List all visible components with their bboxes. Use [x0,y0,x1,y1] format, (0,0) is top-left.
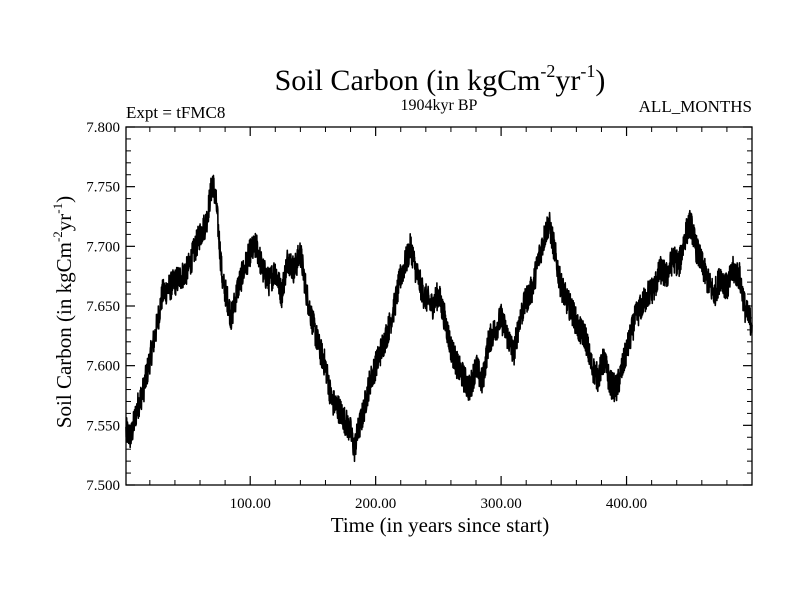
y-tick-label: 7.500 [86,478,120,494]
y-axis-label-sup2: -1 [50,203,65,214]
y-tick-label: 7.750 [86,180,120,196]
y-axis-label-mid: yr [52,214,76,232]
y-axis-label-end: ) [52,196,76,203]
chart-title-mid: yr [555,64,580,97]
chart-title-sup2: -1 [580,61,595,81]
y-tick-label: 7.700 [86,239,120,255]
x-tick-label: 300.00 [480,496,521,512]
x-tick-label: 400.00 [606,496,647,512]
x-tick-label: 200.00 [355,496,396,512]
chart-subtitle: 1904kyr BP [401,97,478,114]
chart-title-main: Soil Carbon (in kgCm [275,64,541,97]
y-tick-label: 7.800 [86,120,120,136]
chart-title-end: ) [595,64,605,97]
series-line [125,174,753,463]
y-axis: 7.500 7.550 7.600 7.650 7.700 7.750 7.800 [86,120,752,494]
y-axis-label-main: Soil Carbon (in kgCm [52,242,76,428]
experiment-label: Expt = tFMC8 [126,103,225,122]
y-tick-label: 7.600 [86,359,120,375]
chart-title: Soil Carbon (in kgCm-2yr-1) [275,61,606,97]
x-axis-label: Time (in years since start) [331,513,550,537]
y-tick-label: 7.550 [86,418,120,434]
y-tick-label: 7.650 [86,299,120,315]
y-axis-label-sup1: -2 [50,231,65,242]
y-axis-label: Soil Carbon (in kgCm-2yr-1) [50,196,76,428]
x-tick-label: 100.00 [230,496,271,512]
chart-title-sup1: -2 [540,61,555,81]
series-layer [125,174,753,463]
x-axis: 100.00 200.00 300.00 400.00 [149,127,728,512]
months-label: ALL_MONTHS [639,97,752,116]
